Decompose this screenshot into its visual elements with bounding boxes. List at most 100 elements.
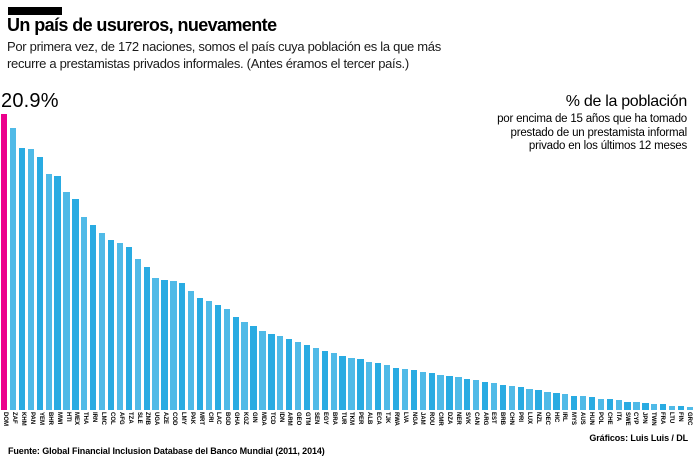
x-axis-label-tza: TZA — [126, 412, 133, 424]
x-axis-label-grc: GRC — [685, 412, 692, 426]
x-axis-label-tur: TUR — [339, 412, 346, 425]
bar-bra — [330, 353, 337, 410]
x-axis-label-arm: ARM — [286, 412, 293, 426]
x-axis-label-pak: PAK — [188, 412, 195, 425]
x-axis-label-bhr: BHR — [46, 412, 53, 425]
bar-gha — [232, 316, 239, 410]
bar-svk — [464, 378, 471, 410]
x-axis-label-alb: ALB — [366, 412, 373, 425]
bar-pri — [517, 387, 524, 410]
x-axis-label-rwa: RWA — [392, 412, 399, 426]
x-axis-label-dza: DZA — [446, 412, 452, 425]
legend-title: % de la población — [565, 93, 688, 110]
bar-cyp — [633, 401, 640, 410]
bar-khm — [18, 148, 26, 410]
bar-pak — [188, 291, 195, 410]
x-axis-label-cmr: CMR — [437, 412, 444, 426]
bar-tjk — [383, 364, 391, 410]
highlight-value-callout: 20.9% — [1, 90, 59, 112]
bar-bhr — [45, 173, 52, 410]
x-axis-label-aze: AZE — [162, 412, 169, 424]
x-axis-label-sen: SEN — [312, 412, 319, 425]
bar-idn — [277, 336, 284, 410]
bar-mwi — [54, 176, 61, 410]
x-axis-label-gtm: GTM — [304, 412, 311, 426]
bar-nzl — [535, 390, 542, 410]
x-axis-label-swe: SWE — [623, 412, 630, 426]
x-axis-label-fin: FIN — [676, 412, 683, 422]
bar-afg — [116, 242, 124, 410]
x-axis-label-dom: DOM — [2, 412, 9, 426]
x-axis-label-tkm: TKM — [348, 412, 355, 425]
x-axis-label-bra: BRA — [330, 412, 337, 425]
subtitle-line-2: recurre a prestamistas privados informal… — [7, 55, 409, 71]
x-axis-label-pan: PAN — [29, 412, 36, 425]
bar-cod — [170, 281, 177, 410]
x-axis-label-fra: FRA — [658, 412, 665, 425]
x-axis-label-mys: MYS — [570, 412, 577, 426]
x-axis-label-tjk: TJK — [383, 412, 390, 424]
bar-hun — [588, 397, 596, 410]
kicker-bar — [8, 7, 62, 15]
bar-tza — [125, 247, 132, 410]
x-axis-label-irl: IRL — [561, 412, 568, 422]
x-axis-label-mrt: MRT — [197, 412, 204, 425]
x-axis-label-irn: IRN — [91, 412, 98, 423]
bar-dom — [1, 114, 8, 410]
bar-mex — [72, 199, 79, 410]
bar-tcd — [268, 333, 275, 410]
bar-arg — [481, 381, 489, 410]
x-axis-label-tha: THA — [82, 412, 89, 425]
x-axis-label-idn: IDN — [277, 412, 284, 423]
bar-rou — [428, 373, 435, 410]
x-axis-label-bgd: BGD — [224, 412, 231, 426]
x-axis-label-zaf: ZAF — [11, 412, 18, 424]
subtitle: Por primera vez, de 172 naciones, somos … — [7, 39, 441, 72]
x-axis-label-ner: NER — [454, 412, 461, 425]
chart-legend: % de la población por encima de 15 años … — [497, 93, 687, 154]
x-axis-label-afg: AFG — [117, 412, 124, 425]
bar-lmc — [98, 233, 106, 410]
bar-cmr — [437, 374, 444, 410]
bar-lva — [401, 368, 409, 410]
x-axis-label-che: CHE — [605, 412, 612, 425]
x-axis-label-hun: HUN — [588, 412, 594, 425]
bar-cri — [205, 300, 213, 410]
x-axis-label-kgz: KGZ — [242, 412, 248, 425]
credit-note: Gráficos: Luis Luis / DL — [589, 433, 688, 443]
x-axis-label-can: CAN — [472, 412, 479, 425]
bar-col — [107, 240, 115, 410]
bar-lux — [526, 388, 533, 410]
bar-che — [606, 398, 613, 410]
x-axis-label-gin: GIN — [250, 412, 257, 423]
x-axis-label-hic: HIC — [552, 412, 559, 423]
bar-gtm — [303, 344, 311, 410]
bar-fin — [677, 405, 685, 410]
bar-mrt — [196, 298, 204, 410]
bar-dza — [446, 376, 453, 410]
bar-est — [490, 383, 498, 410]
bar-pan — [27, 149, 35, 410]
source-note: Fuente: Global Financial Inclusion Datab… — [8, 446, 325, 456]
page-title: Un país de usureros, nuevamente — [7, 15, 277, 35]
x-axis-label-ltu: LTU — [667, 412, 674, 424]
bar-jam — [419, 371, 426, 410]
x-axis-label-mex: MEX — [73, 412, 80, 426]
x-axis-label-col: COL — [108, 412, 115, 425]
x-axis-label-yem: YEM — [37, 412, 44, 426]
x-axis-label-tcd: TCD — [268, 412, 275, 425]
legend-line-2: prestado de un prestamista informal — [510, 126, 688, 139]
bar-geo — [294, 342, 302, 410]
bar-kgz — [241, 322, 248, 410]
bar-sen — [312, 347, 320, 410]
bar-twn — [651, 404, 658, 410]
bar-pol — [597, 398, 605, 410]
bar-tkm — [348, 357, 355, 410]
x-axis-label-jpn: JPN — [641, 412, 648, 424]
x-axis-label-per: PER — [357, 412, 364, 425]
bar-can — [473, 380, 480, 410]
bar-lmy — [179, 282, 186, 410]
x-axis-label-lmy: LMY — [179, 412, 186, 425]
bar-oec — [544, 391, 551, 410]
bar-swe — [624, 401, 631, 410]
